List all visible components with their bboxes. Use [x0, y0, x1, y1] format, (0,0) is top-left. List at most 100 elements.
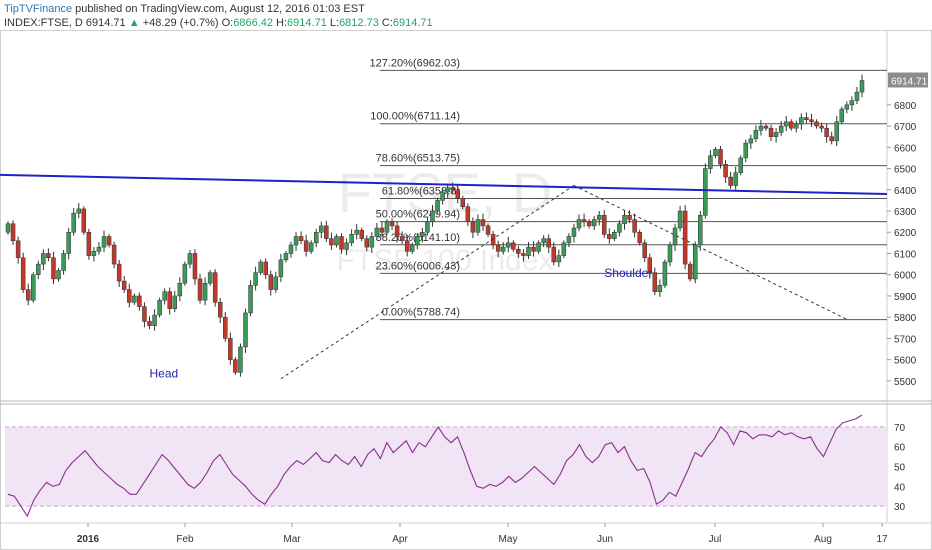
candle-body	[819, 125, 824, 129]
candle-body	[15, 240, 21, 258]
candle-body	[313, 231, 319, 244]
candle-body	[46, 253, 51, 258]
candle-body	[566, 236, 572, 244]
candle-body	[506, 242, 511, 248]
publisher-link[interactable]: TipTVFinance	[4, 3, 73, 15]
price-tick-label: 6200	[894, 228, 917, 239]
dashed-trend-line	[573, 185, 848, 320]
candle-body	[783, 121, 789, 127]
candle-body	[556, 255, 562, 263]
candle-body	[10, 223, 16, 241]
time-tick-label: Jul	[709, 534, 722, 545]
neckline-trendline	[0, 173, 888, 196]
candle-body	[642, 242, 647, 258]
ohlc-line: INDEX:FTSE, D 6914.71 ▲ +48.29 (+0.7%) O…	[4, 16, 433, 30]
rsi-tick-label: 40	[894, 482, 906, 493]
candle-body	[561, 242, 567, 256]
candle-body	[66, 231, 71, 254]
candle-body	[293, 236, 299, 246]
time-tick-label: 2016	[77, 534, 100, 545]
candle-body	[789, 121, 794, 129]
candle-body	[324, 225, 329, 239]
candle-body	[728, 176, 733, 186]
candle-body	[182, 263, 188, 284]
close-label: C:	[381, 17, 393, 29]
candle-body	[425, 221, 430, 233]
candle-body	[829, 136, 834, 142]
candle-body	[450, 187, 455, 191]
candle-body	[56, 270, 61, 280]
candle-body	[546, 238, 551, 248]
rsi-line	[7, 414, 863, 518]
candle-body	[470, 221, 476, 233]
candle-body	[591, 219, 597, 227]
candle-body	[404, 240, 410, 252]
dashed-trend-line	[280, 185, 575, 380]
candle-body	[51, 257, 56, 280]
time-axis: 2016 Feb Mar Apr May Jun Jul Aug 17	[77, 523, 888, 545]
candle-body	[137, 295, 142, 307]
candle-body	[394, 225, 400, 237]
rsi-band	[5, 426, 887, 507]
candle-body	[41, 253, 46, 265]
candle-body	[5, 223, 11, 233]
candle-body	[758, 125, 764, 131]
chart-annotations: Head Shoulder	[149, 266, 652, 381]
candle-body	[799, 117, 804, 125]
candle-body	[127, 289, 132, 303]
fibonacci-retracement[interactable]: 127.20%(6962.03) 100.00%(6711.14) 78.60%(6…	[369, 57, 887, 321]
candle-body	[233, 359, 238, 373]
candle-body	[212, 272, 218, 303]
candle-body	[723, 164, 728, 178]
candle-body	[197, 278, 203, 301]
candle-body	[495, 244, 501, 252]
price-tick-label: 5900	[894, 292, 917, 303]
candle-body	[228, 338, 233, 360]
change-value: +48.29 (+0.7%)	[142, 17, 219, 29]
candle-body	[738, 157, 743, 174]
candle-body	[177, 282, 183, 297]
candle-body	[652, 272, 658, 292]
candle-body	[824, 127, 829, 137]
candle-body	[389, 221, 395, 227]
price-tick-label: 6300	[894, 207, 917, 218]
candle-body	[81, 208, 87, 233]
candle-body	[753, 130, 759, 140]
candle-body	[86, 231, 92, 256]
trend-drawings[interactable]: 6914.71	[0, 72, 928, 380]
candle-body	[217, 302, 223, 318]
candle-body	[435, 200, 440, 212]
candle-body	[809, 119, 814, 123]
candle-body	[617, 223, 622, 233]
candle-body	[794, 123, 799, 129]
candle-body	[698, 215, 703, 246]
candle-body	[637, 231, 642, 244]
candle-body	[541, 238, 546, 244]
candle-body	[475, 219, 481, 233]
price-axis: 5500 5600 5700 5800 5900 6000 6100 6200 6300 6400…	[887, 101, 917, 388]
candle-body	[632, 219, 637, 233]
chart-annotation: Head	[149, 367, 178, 381]
candle-body	[238, 346, 243, 373]
rsi-panel: 30 40 50 60 70	[5, 414, 906, 518]
rsi-tick-label: 50	[894, 463, 906, 474]
candle-body	[627, 215, 632, 220]
price-tick-label: 6100	[894, 249, 917, 260]
last-price: 6914.71	[85, 17, 126, 29]
last-price-tag-label: 6914.71	[891, 76, 928, 87]
candle-body	[602, 215, 607, 235]
change-arrow-icon: ▲	[128, 17, 140, 29]
candle-body	[283, 253, 289, 261]
time-tick-label: May	[499, 534, 518, 545]
candle-body	[743, 142, 749, 159]
candle-body	[511, 242, 516, 250]
candle-body	[106, 236, 112, 246]
candle-body	[31, 274, 36, 301]
candle-body	[339, 236, 344, 250]
candlestick-series	[5, 74, 865, 377]
high-value: 6914.71	[287, 17, 327, 29]
candle-body	[480, 219, 486, 227]
close-value: 6914.71	[392, 17, 433, 29]
candle-body	[25, 289, 31, 301]
